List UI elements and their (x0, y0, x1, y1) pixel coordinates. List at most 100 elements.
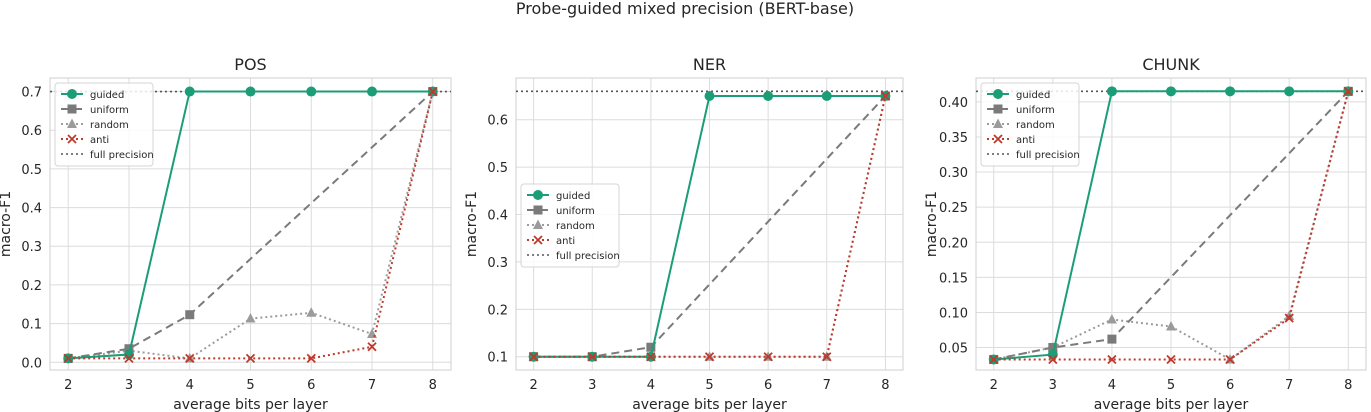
legend-box (980, 82, 1080, 167)
data-point-random (245, 313, 256, 323)
x-tick-label: 6 (1226, 378, 1234, 393)
series-line-uniform (68, 90, 434, 360)
legend-label: full precision (556, 251, 620, 262)
legend-marker-guided (533, 190, 543, 200)
panels: POS 0.0 0.1 0.2 0.3 0.4 0.5 0.6 0.7 2 3 4 5 6 7 8 averag… (0, 55, 1367, 412)
data-point-anti (306, 353, 316, 364)
x-tick-label: 3 (1049, 378, 1057, 393)
data-point-guided (763, 91, 774, 102)
legend-label: uniform (90, 105, 129, 116)
x-axis-label: average bits per layer (173, 397, 328, 412)
legend-label: anti (1016, 135, 1035, 146)
data-point-guided (704, 91, 715, 102)
legend-marker-anti (67, 134, 77, 144)
x-tick-label: 6 (764, 378, 772, 393)
data-point-guided (1284, 86, 1295, 97)
series-line-uniform (993, 90, 1350, 361)
data-point-guided (184, 86, 195, 97)
legend-marker-random (533, 219, 543, 229)
legend-label: anti (90, 135, 109, 146)
x-tick-label: 5 (1167, 378, 1175, 393)
data-point-guided (1047, 349, 1058, 360)
data-point-anti (1107, 354, 1117, 365)
data-point-random (306, 307, 317, 317)
data-point-uniform (185, 310, 195, 320)
y-tick-label: 0.6 (487, 114, 508, 129)
x-tick-label: 5 (705, 378, 713, 393)
data-point-anti (763, 352, 773, 362)
legend-box (520, 183, 620, 268)
data-point-uniform (1107, 334, 1117, 344)
data-point-anti (528, 352, 539, 362)
data-point-anti (587, 352, 597, 362)
data-point-anti (880, 91, 891, 101)
y-axis-label: macro-F1 (0, 191, 14, 257)
x-tick-label: 7 (1285, 378, 1293, 393)
data-point-anti (1284, 313, 1294, 323)
legend-marker-guided (67, 89, 77, 99)
chart-title: NER (693, 55, 726, 74)
data-point-anti (1225, 354, 1235, 365)
data-point-anti (124, 353, 134, 364)
legend-label: full precision (1016, 150, 1080, 161)
y-tick-label: 0.20 (939, 236, 968, 251)
legend-label: uniform (1016, 105, 1055, 116)
legend-marker-uniform (533, 205, 543, 215)
data-point-anti (63, 353, 73, 364)
x-axis-label: average bits per layer (632, 397, 787, 412)
x-tick-label: 4 (1108, 378, 1116, 393)
y-tick-label: 0.15 (939, 271, 968, 286)
series-anti (989, 86, 1353, 365)
y-tick-label: 0.30 (939, 166, 968, 181)
chart-panel-ner: NER 0.1 0.2 0.3 0.4 0.5 0.6 2 3 4 5 6 7 8 average bits… (464, 55, 904, 412)
legend-label: random (1016, 120, 1055, 131)
data-point-uniform (1048, 343, 1058, 353)
plot-frame (49, 77, 452, 371)
x-tick-label: 4 (186, 378, 194, 393)
data-point-guided (306, 86, 317, 97)
y-axis-label: macro-F1 (464, 191, 480, 257)
data-point-anti (1048, 354, 1058, 365)
x-tick-label: 2 (64, 378, 72, 393)
data-point-guided (245, 86, 256, 97)
series-anti (528, 91, 891, 362)
y-tick-label: 0.4 (487, 209, 508, 224)
legend-label: uniform (556, 206, 595, 217)
data-point-anti (989, 354, 999, 365)
y-tick-label: 0.7 (21, 86, 42, 101)
legend: guided uniform random anti full precision (980, 82, 1080, 167)
data-point-anti (646, 352, 656, 362)
data-point-anti (428, 86, 438, 97)
figure-title: Probe-guided mixed precision (BERT-base) (516, 0, 854, 18)
y-tick-label: 0.40 (939, 96, 968, 111)
data-point-anti (704, 352, 715, 362)
y-tick-label: 0.05 (939, 342, 968, 357)
data-point-guided (821, 91, 832, 102)
data-point-anti (367, 342, 377, 352)
data-point-uniform (124, 344, 134, 354)
data-point-anti (185, 353, 195, 364)
y-tick-label: 0.25 (939, 201, 968, 216)
x-tick-label: 8 (1344, 378, 1352, 393)
legend-label: random (556, 221, 595, 232)
x-tick-label: 3 (125, 378, 133, 393)
data-point-anti (245, 353, 256, 364)
plot-frame (515, 77, 904, 371)
y-tick-label: 0.6 (21, 124, 42, 139)
legend-marker-random (67, 118, 77, 128)
legend-marker-anti (533, 235, 543, 245)
legend-marker-anti (993, 134, 1003, 144)
legend-marker-uniform (67, 104, 77, 114)
data-point-guided (367, 86, 378, 97)
x-tick-label: 3 (588, 378, 596, 393)
data-point-uniform (646, 342, 656, 352)
data-point-guided (1166, 86, 1176, 97)
y-tick-label: 0.35 (939, 131, 968, 146)
x-tick-label: 8 (429, 378, 437, 393)
y-tick-label: 0.5 (487, 161, 508, 176)
data-point-guided (1106, 86, 1117, 97)
chart-title: CHUNK (1142, 55, 1200, 74)
x-tick-label: 6 (307, 378, 315, 393)
legend-box (54, 82, 154, 167)
x-tick-label: 7 (823, 378, 831, 393)
